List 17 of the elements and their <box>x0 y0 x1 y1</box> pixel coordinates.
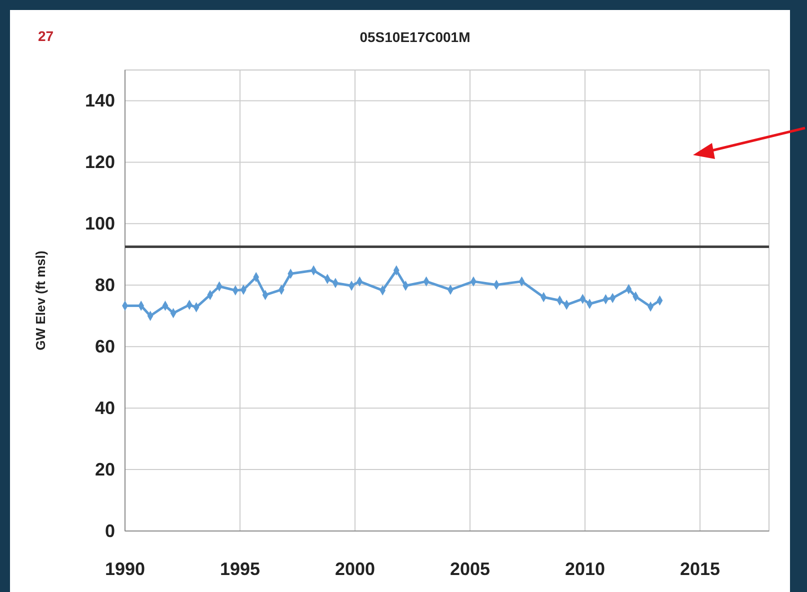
y-tick-label: 140 <box>84 90 115 111</box>
x-tick-label: 2015 <box>680 559 720 579</box>
x-tick-label: 2005 <box>450 559 490 579</box>
x-tick-label: 1995 <box>220 559 260 579</box>
text: 27 <box>38 28 54 44</box>
y-tick-label: 80 <box>94 275 115 296</box>
y-tick-label: 20 <box>94 460 115 480</box>
y-tick-label: 0 <box>104 521 115 541</box>
x-tick-label: 1990 <box>104 559 146 579</box>
y-tick-label: 100 <box>84 214 115 234</box>
chart-title: 05S10E17C001M <box>360 29 470 45</box>
y-tick-label: 40 <box>94 398 115 418</box>
x-tick-label: 2000 <box>334 559 376 579</box>
y-tick-label: 60 <box>94 336 115 357</box>
y-axis-title: GW Elev (ft msl) <box>33 250 48 350</box>
y-tick-label: 120 <box>84 152 115 172</box>
x-tick-label: 2010 <box>564 559 606 579</box>
